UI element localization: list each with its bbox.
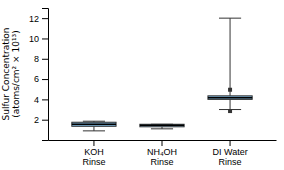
y-tick-line xyxy=(42,18,48,19)
boxes xyxy=(72,18,252,131)
median xyxy=(208,97,252,99)
x-tick: NH₄OHRinse xyxy=(147,140,177,167)
y-tick: 2 xyxy=(34,115,48,125)
y-tick-line xyxy=(42,38,48,39)
whisker-low xyxy=(230,99,231,109)
plot: 2 4 6 8 10 12 KOHRinse NH₄OHRinse DI WaterRinse xyxy=(29,9,277,168)
x-tick-label: NH₄OHRinse xyxy=(147,147,177,167)
x-tick: DI WaterRinse xyxy=(212,140,247,167)
y-tick-line xyxy=(42,120,48,121)
y-tick: 10 xyxy=(29,34,48,44)
box-group xyxy=(72,121,116,131)
y-tick-line xyxy=(42,79,48,80)
x-axis: KOHRinse NH₄OHRinse DI WaterRinse xyxy=(49,140,277,167)
cap-high xyxy=(219,18,241,19)
x-tick-line xyxy=(230,140,231,146)
flier xyxy=(228,88,232,92)
y-tick-label: 2 xyxy=(34,115,39,125)
x-tick-label: DI WaterRinse xyxy=(212,147,247,167)
x-tick-line xyxy=(162,140,163,146)
y-tick-label: 4 xyxy=(34,95,39,105)
y-tick-line xyxy=(42,99,48,100)
x-tick-label: KOHRinse xyxy=(82,147,105,167)
y-tick-label: 12 xyxy=(29,14,39,24)
whisker-high xyxy=(230,18,231,96)
x-tick: KOHRinse xyxy=(82,140,105,167)
cap-low xyxy=(151,128,173,129)
whisker-low xyxy=(93,126,94,131)
flier xyxy=(228,109,232,113)
y-tick-label: 8 xyxy=(34,54,39,64)
y-tick: 4 xyxy=(34,95,48,105)
y-tick: 6 xyxy=(34,74,48,84)
chart: 2 4 6 8 10 12 KOHRinse NH₄OHRinse DI WaterRinse S… xyxy=(0,0,284,170)
y-axis: 2 4 6 8 10 12 xyxy=(29,9,49,141)
y-axis-line xyxy=(42,9,49,141)
y-tick-line xyxy=(42,59,48,60)
y-axis-title: Sulfur Concentration(atoms/cm² × 10¹³) xyxy=(1,27,21,120)
y-tick: 12 xyxy=(29,14,48,24)
median xyxy=(72,124,116,126)
cap-high xyxy=(83,121,105,122)
box-group xyxy=(208,18,252,113)
y-tick-label: 6 xyxy=(34,74,39,84)
box-group xyxy=(140,124,184,129)
cap-low xyxy=(83,130,105,131)
box xyxy=(208,96,252,100)
x-tick-line xyxy=(93,140,94,146)
box xyxy=(140,124,184,127)
box xyxy=(72,122,116,126)
y-tick-label: 10 xyxy=(29,34,39,44)
median xyxy=(140,125,184,127)
y-tick: 8 xyxy=(34,54,48,64)
